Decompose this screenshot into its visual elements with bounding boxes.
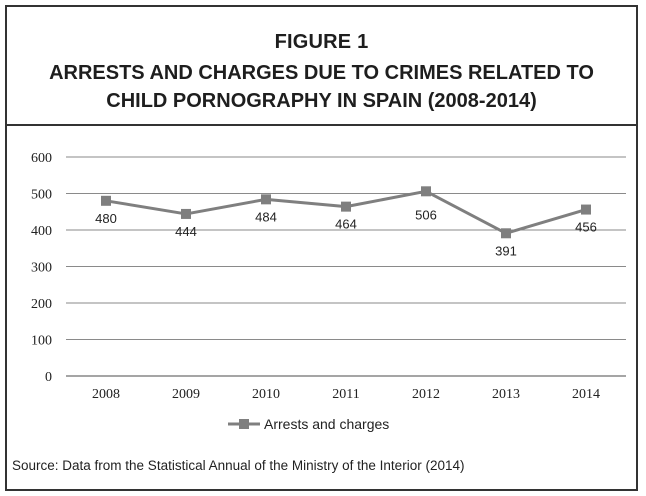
data-label: 444	[175, 224, 197, 239]
x-tick-label: 2014	[572, 387, 600, 402]
data-label: 484	[255, 209, 277, 224]
x-tick-label: 2008	[92, 387, 120, 402]
y-tick-label: 200	[31, 297, 52, 312]
y-tick-label: 500	[31, 188, 52, 203]
data-point	[341, 201, 351, 212]
x-tick-label: 2009	[172, 387, 200, 402]
data-point	[101, 195, 111, 206]
y-tick-label: 600	[31, 151, 52, 166]
data-point	[501, 228, 511, 239]
y-tick-label: 0	[45, 370, 52, 385]
y-tick-label: 300	[31, 261, 52, 276]
data-label: 506	[415, 207, 437, 222]
legend-label: Arrests and charges	[264, 416, 389, 432]
x-tick-label: 2010	[252, 387, 280, 402]
data-point	[261, 194, 271, 205]
figure-label: FIGURE 1	[274, 31, 369, 53]
x-tick-label: 2012	[412, 387, 440, 402]
data-point	[181, 208, 191, 219]
legend-marker	[239, 419, 249, 429]
data-label: 480	[95, 211, 117, 226]
y-tick-label: 400	[31, 224, 52, 239]
x-tick-label: 2011	[332, 387, 359, 402]
data-point	[581, 204, 591, 215]
data-point	[421, 186, 431, 197]
data-label: 391	[495, 243, 517, 258]
figure-title: ARRESTS AND CHARGES DUE TO CRIMES RELATE…	[49, 62, 594, 112]
data-label: 456	[575, 220, 597, 235]
x-tick-label: 2013	[492, 387, 520, 402]
data-label: 464	[335, 217, 357, 232]
source-note: Source: Data from the Statistical Annual…	[12, 458, 465, 473]
figure-header: FIGURE 1 ARRESTS AND CHARGES DUE TO CRIM…	[7, 7, 636, 126]
y-tick-label: 100	[31, 334, 52, 349]
figure-frame: FIGURE 1 ARRESTS AND CHARGES DUE TO CRIM…	[5, 5, 638, 491]
